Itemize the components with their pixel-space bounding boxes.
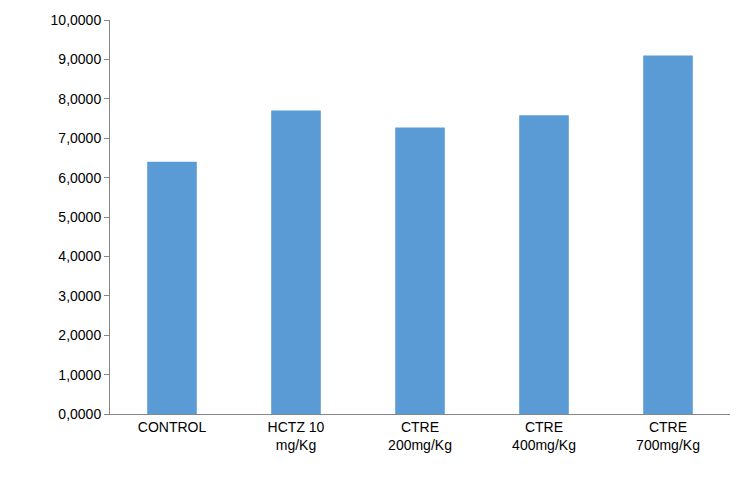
- svg-text:4,0000: 4,0000: [58, 248, 101, 264]
- svg-text:3,0000: 3,0000: [58, 288, 101, 304]
- svg-text:CONTROL: CONTROL: [138, 419, 207, 435]
- svg-text:2,0000: 2,0000: [58, 327, 101, 343]
- svg-text:6,0000: 6,0000: [58, 170, 101, 186]
- svg-text:9,0000: 9,0000: [58, 51, 101, 67]
- svg-text:10,0000: 10,0000: [51, 12, 102, 28]
- svg-text:CTRE400mg/Kg: CTRE400mg/Kg: [512, 419, 576, 453]
- svg-text:8,0000: 8,0000: [58, 91, 101, 107]
- svg-text:0,0000: 0,0000: [58, 406, 101, 422]
- svg-text:HCTZ 10mg/Kg: HCTZ 10mg/Kg: [268, 419, 325, 453]
- svg-text:5,0000: 5,0000: [58, 209, 101, 225]
- svg-text:1,0000: 1,0000: [58, 367, 101, 383]
- svg-text:CTRE200mg/Kg: CTRE200mg/Kg: [388, 419, 452, 453]
- svg-text:CTRE700mg/Kg: CTRE700mg/Kg: [636, 419, 700, 453]
- svg-text:7,0000: 7,0000: [58, 130, 101, 146]
